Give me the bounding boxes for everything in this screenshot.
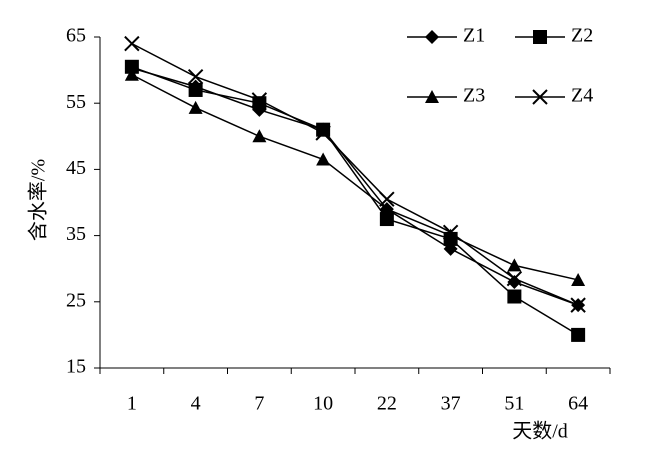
data-point <box>188 100 203 114</box>
series-line <box>131 74 579 281</box>
series-line <box>131 67 579 306</box>
x-tick-label: 4 <box>191 393 201 415</box>
x-tick-label: 7 <box>254 393 264 415</box>
data-point <box>379 191 395 207</box>
x-tick-label: 64 <box>568 393 588 415</box>
data-point <box>124 67 139 81</box>
data-point <box>124 59 139 74</box>
data-point <box>252 129 267 143</box>
x-tick-label: 22 <box>377 393 397 415</box>
data-point <box>379 202 394 216</box>
data-point <box>252 96 267 111</box>
data-point <box>316 122 331 137</box>
data-point <box>316 152 331 166</box>
series-line <box>131 42 579 306</box>
y-axis-label: 含水率/% <box>27 159 50 241</box>
data-point <box>442 224 459 240</box>
data-point <box>379 212 394 227</box>
y-tick-label: 45 <box>66 157 86 179</box>
data-point <box>570 297 586 313</box>
legend-label: Z3 <box>463 85 485 107</box>
y-tick-label: 15 <box>66 356 86 378</box>
y-tick-label: 65 <box>66 25 86 47</box>
y-tick-label: 35 <box>66 223 86 245</box>
data-point <box>506 270 523 287</box>
x-tick-label: 10 <box>313 393 333 415</box>
data-point <box>315 125 331 141</box>
y-tick-label: 55 <box>66 91 86 113</box>
legend-marker <box>533 30 547 44</box>
x-tick-label: 37 <box>441 393 461 415</box>
series-line <box>131 66 579 336</box>
data-point <box>251 92 268 108</box>
data-point <box>507 258 522 272</box>
data-point <box>187 69 204 85</box>
x-tick-label: 51 <box>504 393 524 415</box>
data-point <box>571 327 586 342</box>
legend-marker <box>425 90 439 103</box>
data-point <box>507 274 522 289</box>
x-tick-label: 1 <box>127 393 137 415</box>
data-point <box>507 289 522 304</box>
legend-label: Z4 <box>571 85 593 107</box>
data-point <box>188 82 203 97</box>
y-tick-label: 25 <box>66 289 86 311</box>
x-axis-label: 天数/d <box>512 420 568 443</box>
legend-label: Z2 <box>571 25 593 47</box>
data-point <box>571 272 586 286</box>
legend-marker <box>532 89 548 105</box>
data-point <box>443 228 458 242</box>
data-point <box>124 35 140 52</box>
legend-label: Z1 <box>463 25 485 47</box>
legend-marker <box>425 30 439 44</box>
